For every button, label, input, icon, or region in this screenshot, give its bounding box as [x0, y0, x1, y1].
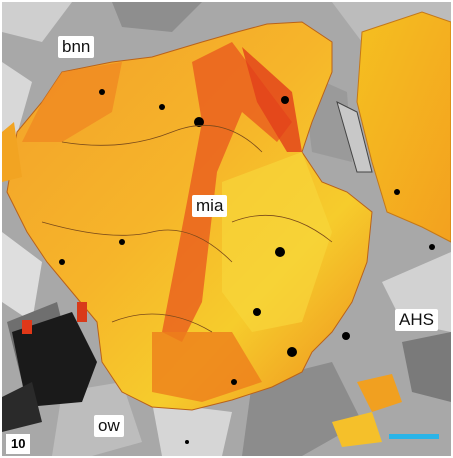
scale-bar — [389, 434, 439, 439]
label-bnn: bnn — [58, 36, 95, 58]
opaque-inclusion — [59, 259, 65, 265]
matrix-grain — [402, 332, 451, 402]
panel-number: 10 — [6, 434, 31, 454]
opaque-grain — [2, 382, 42, 432]
crystal-small — [332, 412, 382, 447]
label-mia: mia — [192, 195, 228, 217]
opaque-inclusion — [119, 239, 125, 245]
label-ahs: AHS — [395, 309, 438, 331]
crystal-small-red — [22, 320, 32, 334]
crystal-small — [2, 122, 22, 182]
crystal-small-red — [77, 302, 87, 322]
opaque-inclusion — [99, 89, 105, 95]
label-ow: ow — [94, 415, 124, 437]
crystal-right — [356, 11, 451, 243]
fracture-line — [41, 221, 233, 263]
matrix-grain — [112, 2, 202, 32]
opaque-inclusion — [253, 308, 261, 316]
crystal-zone-red — [242, 47, 302, 152]
opaque-inclusion — [159, 104, 165, 110]
opaque-inclusion — [185, 440, 189, 444]
opaque-inclusion — [342, 332, 350, 340]
fracture-line — [111, 313, 213, 333]
crystal-zone-red — [162, 42, 292, 342]
opaque-inclusion — [287, 347, 297, 357]
matrix-grain — [152, 402, 232, 456]
opaque-grain — [12, 312, 97, 407]
crystal-zone-rim — [22, 62, 122, 142]
crystal-inclusion — [336, 101, 373, 173]
crystal-zone-light — [222, 152, 332, 332]
matrix-grain — [2, 2, 72, 42]
opaque-inclusion — [429, 244, 435, 250]
opaque-inclusion — [275, 247, 285, 257]
fracture-line — [231, 214, 333, 243]
opaque-inclusion — [231, 379, 237, 385]
opaque-inclusion — [281, 96, 289, 104]
opaque-inclusion — [194, 117, 204, 127]
fracture-line — [61, 124, 263, 153]
matrix-grain — [2, 232, 42, 322]
crystal-small — [357, 374, 402, 412]
opaque-inclusion — [394, 189, 400, 195]
